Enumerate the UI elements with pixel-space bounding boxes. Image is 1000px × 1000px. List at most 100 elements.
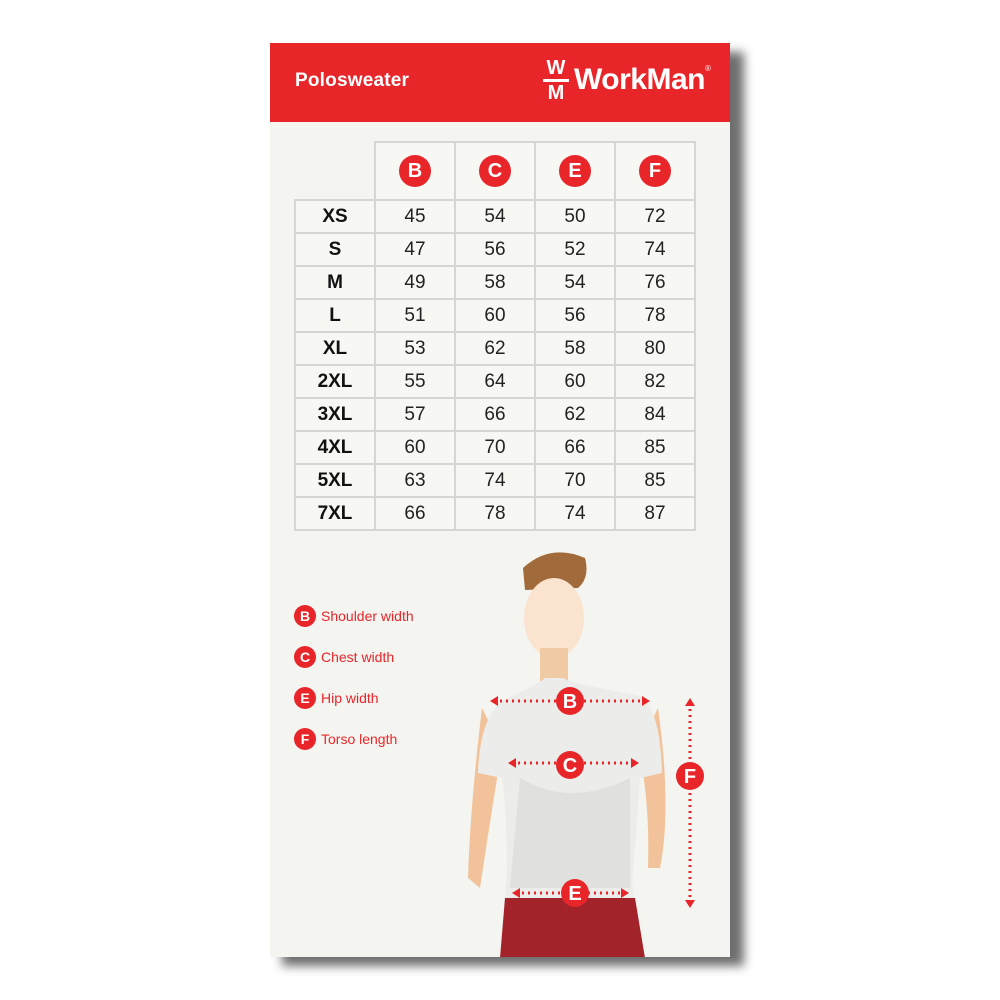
marker-c [556,751,584,779]
value-cell: 64 [454,364,536,399]
neck [540,648,568,683]
column-header: C [454,141,536,201]
value-cell: 62 [534,397,616,432]
legend-badge: E [294,687,316,709]
table-row: 4XL 60 70 66 85 [294,430,696,465]
value-cell: 45 [374,199,456,234]
value-cell: 66 [374,496,456,531]
value-cell: 72 [614,199,696,234]
value-cell: 60 [454,298,536,333]
marker-f-label: F [684,766,696,788]
column-badge: B [399,155,431,187]
hair [523,552,587,590]
value-cell: 82 [614,364,696,399]
marker-e-label: E [568,883,581,905]
value-cell: 62 [454,331,536,366]
table-row: 7XL 66 78 74 87 [294,496,696,531]
value-cell: 74 [534,496,616,531]
size-cell: 2XL [294,364,376,399]
value-cell: 78 [454,496,536,531]
size-cell: 3XL [294,397,376,432]
size-cell: L [294,298,376,333]
column-header: E [534,141,616,201]
legend-item: B Shoulder width [294,605,414,627]
legend-label: Chest width [321,649,395,665]
value-cell: 74 [614,232,696,267]
legend-label: Torso length [321,731,398,747]
value-cell: 87 [614,496,696,531]
table-row: 3XL 57 66 62 84 [294,397,696,432]
pants [500,898,645,957]
legend-label: Hip width [321,690,379,706]
brand-name: WorkMan [574,63,705,96]
legend-item: F Torso length [294,728,414,750]
column-badge: F [639,155,671,187]
size-cell: XL [294,331,376,366]
legend-badge: C [294,646,316,668]
value-cell: 74 [454,463,536,498]
value-cell: 53 [374,331,456,366]
table-row: XL 53 62 58 80 [294,331,696,366]
table-row: S 47 56 52 74 [294,232,696,267]
size-cell: 5XL [294,463,376,498]
value-cell: 70 [454,430,536,465]
legend-badge: B [294,605,316,627]
value-cell: 49 [374,265,456,300]
column-header: F [614,141,696,201]
size-cell: M [294,265,376,300]
legend-badge: F [294,728,316,750]
value-cell: 56 [534,298,616,333]
marker-b [556,687,584,715]
size-cell: 7XL [294,496,376,531]
column-header: B [374,141,456,201]
marker-b-label: B [563,691,577,713]
size-cell: XS [294,199,376,234]
marker-e [561,879,589,907]
product-title: Polosweater [295,70,410,91]
person-illustration: B C E F [468,552,704,957]
legend-label: Shoulder width [321,608,414,624]
value-cell: 85 [614,463,696,498]
value-cell: 78 [614,298,696,333]
table-row: 5XL 63 74 70 85 [294,463,696,498]
value-cell: 60 [534,364,616,399]
value-cell: 63 [374,463,456,498]
legend-item: C Chest width [294,646,414,668]
table-row: 2XL 55 64 60 82 [294,364,696,399]
value-cell: 58 [454,265,536,300]
value-cell: 58 [534,331,616,366]
table-row: M 49 58 54 76 [294,265,696,300]
value-cell: 54 [534,265,616,300]
size-table: B C E F XS 45 54 50 72 S 47 56 52 74 M 49 58 54 76 L 51 60 56 7… [294,141,696,531]
value-cell: 50 [534,199,616,234]
value-cell: 51 [374,298,456,333]
value-cell: 76 [614,265,696,300]
value-cell: 85 [614,430,696,465]
size-cell: 4XL [294,430,376,465]
marker-c-label: C [563,755,577,777]
column-badge: C [479,155,511,187]
value-cell: 47 [374,232,456,267]
registered-mark: ® [704,63,711,73]
value-cell: 66 [534,430,616,465]
face [524,578,584,658]
value-cell: 80 [614,331,696,366]
table-row: L 51 60 56 78 [294,298,696,333]
value-cell: 56 [454,232,536,267]
value-cell: 57 [374,397,456,432]
value-cell: 84 [614,397,696,432]
value-cell: 60 [374,430,456,465]
value-cell: 70 [534,463,616,498]
size-cell: S [294,232,376,267]
value-cell: 54 [454,199,536,234]
legend-item: E Hip width [294,687,414,709]
marker-f [676,762,704,790]
table-row: XS 45 54 50 72 [294,199,696,234]
column-badge: E [559,155,591,187]
value-cell: 52 [534,232,616,267]
value-cell: 66 [454,397,536,432]
